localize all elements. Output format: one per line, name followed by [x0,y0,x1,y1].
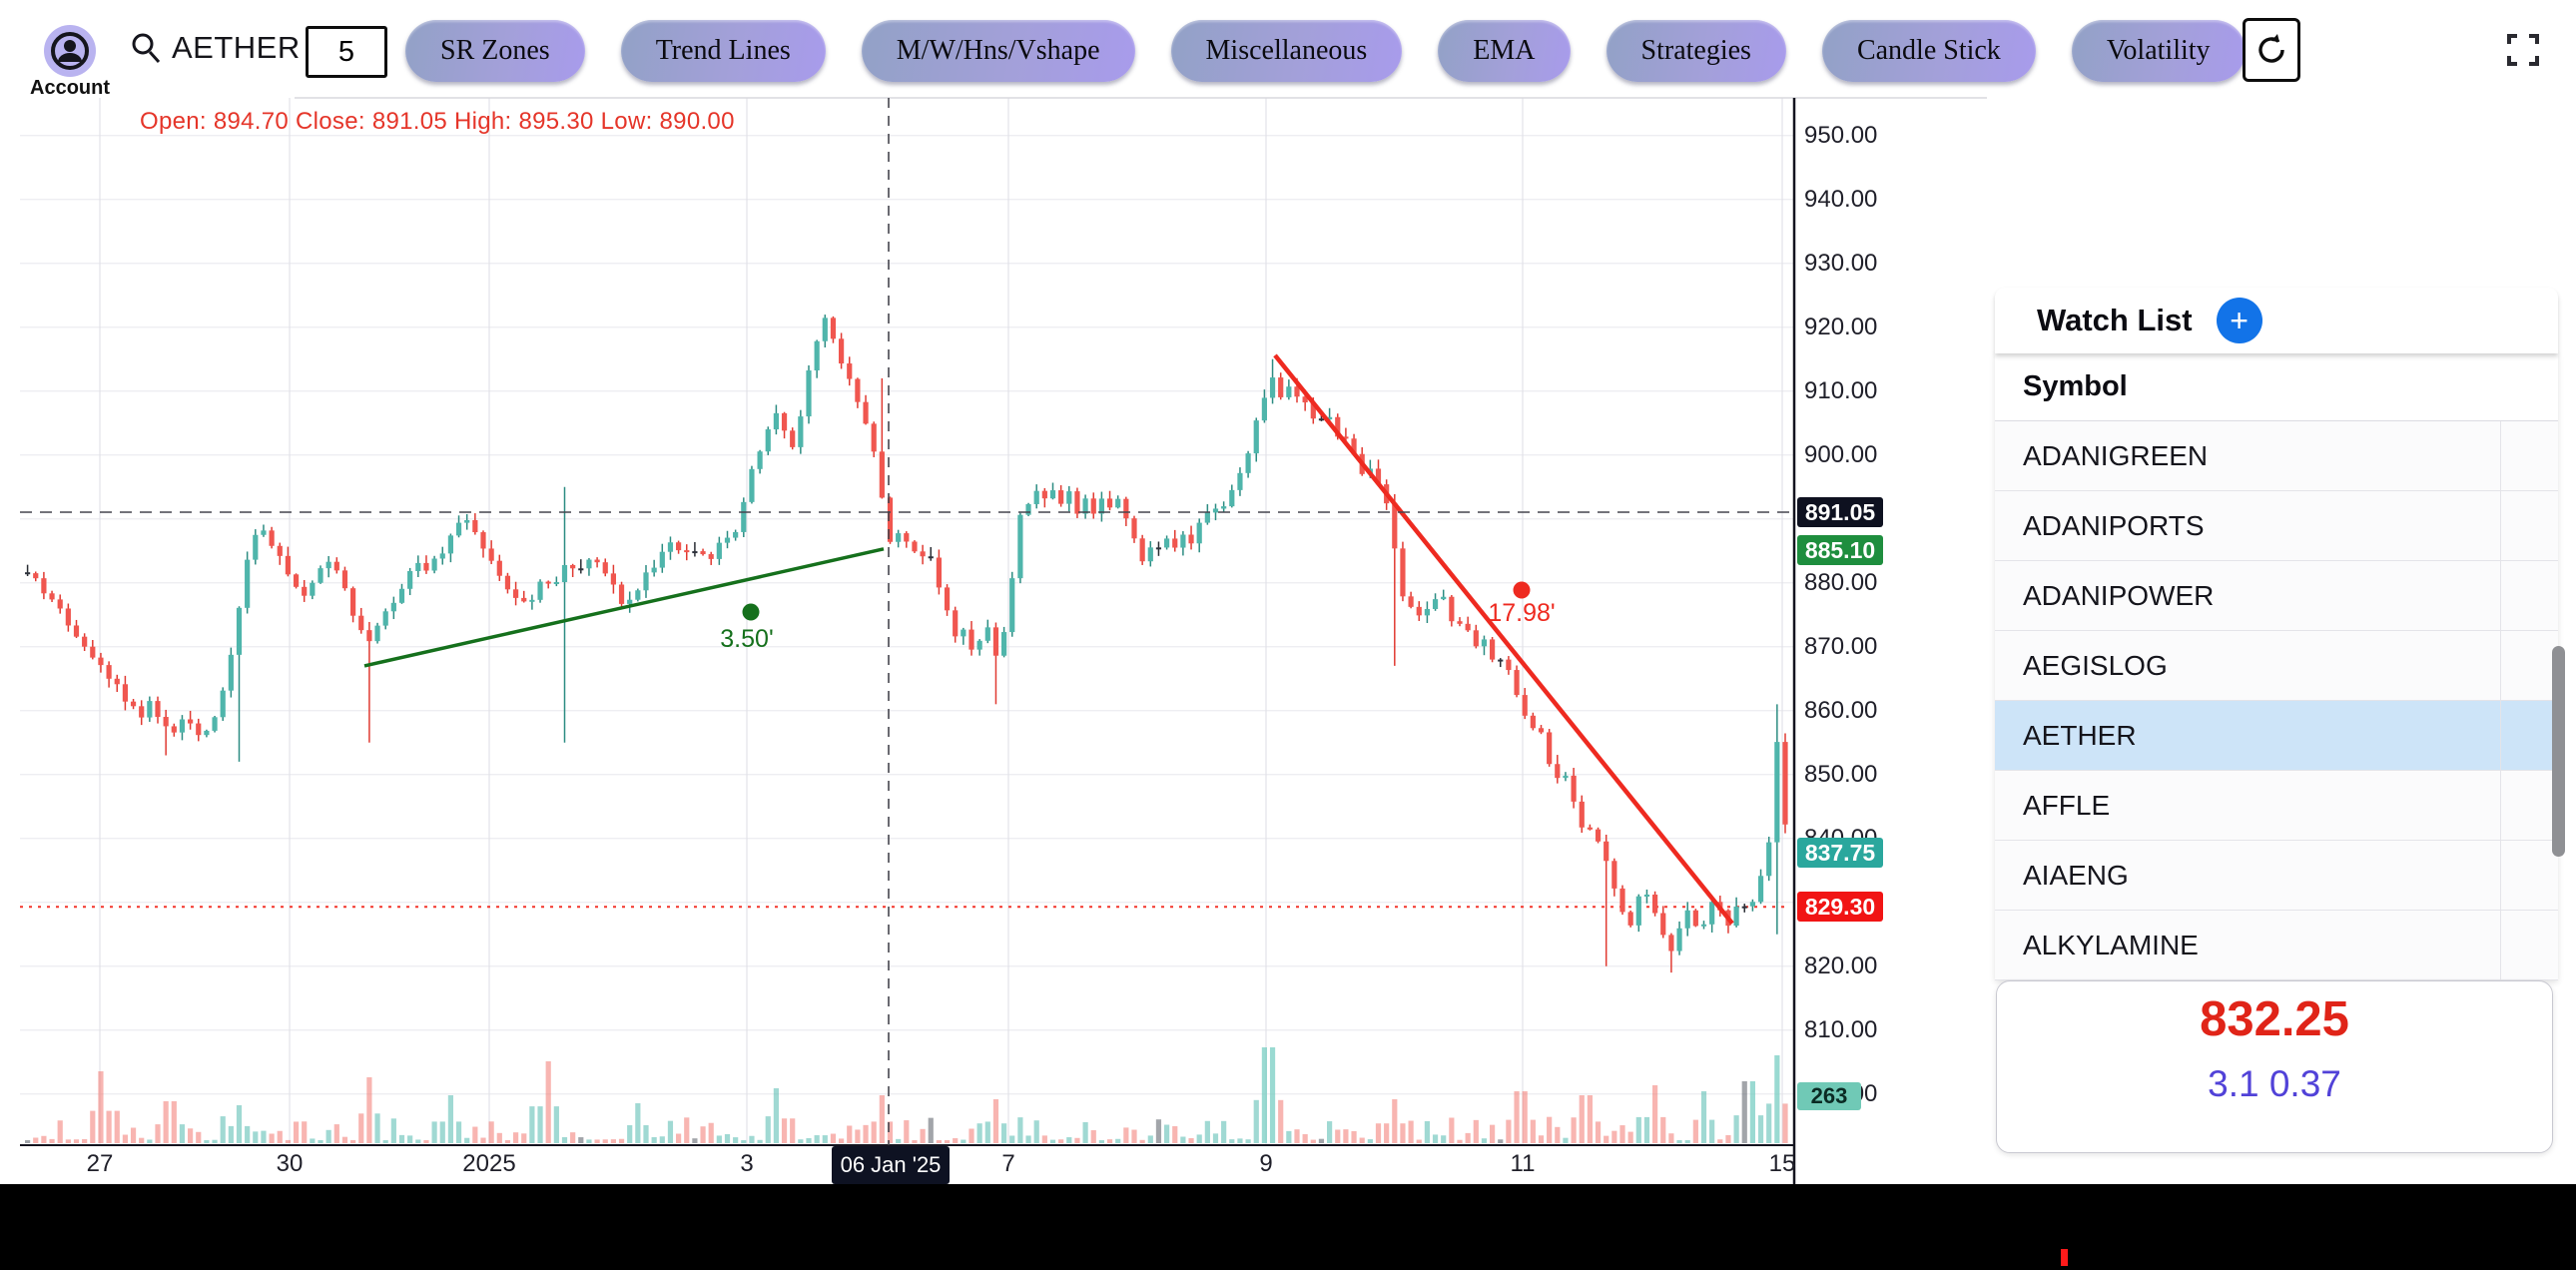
candlestick-series [25,315,1788,973]
x-axis-label-11: 11 [1510,1150,1536,1177]
watchlist-row-adanipower[interactable]: ADANIPOWER [1995,561,2558,631]
x-axis-label-27: 27 [86,1150,114,1177]
quote-last-price: 832.25 [2200,992,2349,1046]
resistance-trendline-handle [1513,581,1531,599]
empty-cell [2500,421,2558,490]
support-trendline-measure-label: 3.50' [720,625,773,653]
quote-stats: 3.1 0.37 [2208,1063,2341,1104]
price-chart[interactable]: 3.50' 17.98' [0,0,1987,1270]
toolbar-button-sr-zones[interactable]: SR Zones [405,20,585,82]
watchlist-panel: Watch List + Symbol ADANIGREEN ADANIPORTS… [1995,288,2558,980]
fullscreen-icon [2507,34,2539,66]
watchlist-table: Symbol ADANIGREEN ADANIPORTS ADANIPOWER AEG… [1995,353,2558,980]
watchlist-row-aether[interactable]: AETHER [1995,701,2558,771]
crosshair [20,98,1794,1145]
axis-frame [20,98,1796,1184]
account-label: Account [30,77,110,99]
empty-cell [2500,771,2558,840]
person-icon [51,32,89,70]
toolbar-button-volatility[interactable]: Volatility [2071,20,2246,82]
symbol-cell: ADANIPOWER [2023,579,2215,611]
y-axis-label-950: 950.00 [1804,121,1878,149]
crosshair-date-badge: 06 Jan '25 [832,1146,950,1184]
symbol-cell: AEGISLOG [2023,649,2168,681]
ohlc-readout: Open: 894.70 Close: 891.05 High: 895.30 … [140,108,735,135]
empty-cell [2500,841,2558,910]
fullscreen-button[interactable] [2504,31,2542,69]
empty-cell [2500,491,2558,560]
volume-bars [25,1047,1788,1143]
empty-cell [2500,631,2558,700]
account-button[interactable] [44,25,96,77]
toolbar-button-candle-stick[interactable]: Candle Stick [1821,20,2036,82]
watchlist-row-aegislog[interactable]: AEGISLOG [1995,631,2558,701]
toolbar-button-group: SR Zones Trend Lines M/W/Hns/Vshape Miscell… [405,20,2246,82]
toolbar-button-ema[interactable]: EMA [1438,20,1571,82]
y-axis-label-820: 820.00 [1804,952,1878,979]
symbol-column-header: Symbol [1995,353,2558,421]
watchlist-row-adaniports[interactable]: ADANIPORTS [1995,491,2558,561]
search-symbol-text: AETHER [172,30,301,65]
y-axis-label-920: 920.00 [1804,313,1878,340]
footer-red-tick [2061,1249,2068,1266]
toolbar-button-m-w-hns-vshape[interactable]: M/W/Hns/Vshape [861,20,1135,82]
y-axis-label-810: 810.00 [1804,1015,1878,1043]
y-axis-label-900: 900.00 [1804,440,1878,468]
grid [20,97,1987,1145]
refresh-icon [2258,34,2284,63]
add-symbol-button[interactable]: + [2216,298,2262,343]
watchlist-title: Watch List [2037,303,2193,337]
price-badge-885.10: 885.10 [1797,535,1883,566]
watchlist-row-adanigreen[interactable]: ADANIGREEN [1995,421,2558,491]
toolbar-button-strategies[interactable]: Strategies [1606,20,1786,82]
toolbar-button-trend-lines[interactable]: Trend Lines [620,20,826,82]
watchlist-scrollbar-thumb[interactable] [2552,646,2565,857]
y-axis-label-860: 860.00 [1804,696,1878,724]
volume-badge: 263 [1797,1082,1861,1110]
x-axis-label-30: 30 [276,1150,304,1177]
price-badge-891.05: 891.05 [1797,497,1883,527]
toolbar-button-miscellaneous[interactable]: Miscellaneous [1170,20,1403,82]
quote-card: 832.25 3.1 0.37 [1996,980,2553,1153]
watchlist-header: Watch List + [1995,288,2558,353]
x-axis-label-15: 15 [1768,1150,1796,1177]
symbol-search[interactable]: AETHER [130,30,301,66]
resistance-trendline [1273,353,1734,926]
y-axis-label-880: 880.00 [1804,568,1878,596]
watchlist-row-affle[interactable]: AFFLE [1995,771,2558,841]
y-axis-label-910: 910.00 [1804,376,1878,404]
symbol-cell: AFFLE [2023,789,2111,821]
search-icon [132,33,161,64]
symbol-cell: ALKYLAMINE [2023,929,2199,960]
symbol-cell: ADANIPORTS [2023,509,2205,541]
watchlist-row-aiaeng[interactable]: AIAENG [1995,841,2558,911]
resistance-trendline-measure-label: 17.98' [1488,599,1555,627]
x-axis-label-2025: 2025 [462,1150,516,1177]
price-badge-837.75: 837.75 [1797,838,1883,869]
support-trendline-handle [742,603,760,621]
trendlines: 3.50' 17.98' [363,353,1734,926]
interval-input[interactable] [306,26,387,78]
price-badge-829.30: 829.30 [1797,892,1883,923]
watchlist-row-alkylamine[interactable]: ALKYLAMINE [1995,911,2558,980]
empty-cell [2500,561,2558,630]
y-axis-label-940: 940.00 [1804,185,1878,213]
empty-cell [2500,911,2558,979]
x-axis-label-7: 7 [1001,1150,1015,1177]
symbol-cell: AETHER [2023,719,2137,751]
x-axis-label-3: 3 [740,1150,754,1177]
footer-bar [0,1184,2576,1270]
refresh-button[interactable] [2243,18,2300,82]
empty-cell [2500,701,2558,770]
symbol-cell: AIAENG [2023,859,2129,891]
y-axis-label-850: 850.00 [1804,760,1878,788]
y-axis-label-930: 930.00 [1804,249,1878,277]
x-axis-label-9: 9 [1259,1150,1273,1177]
y-axis-label-870: 870.00 [1804,632,1878,660]
symbol-cell: ADANIGREEN [2023,439,2209,471]
support-trendline [363,547,885,668]
